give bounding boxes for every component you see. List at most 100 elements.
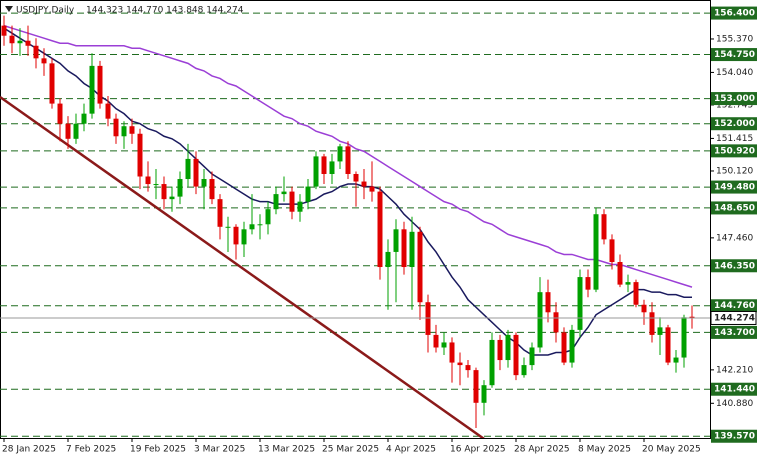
- plot-area: [0, 12, 710, 438]
- candle-body: [33, 45, 39, 59]
- x-tick-label: 13 Mar 2025: [258, 445, 315, 455]
- x-tick-label: 8 May 2025: [578, 445, 631, 455]
- candle-body: [297, 201, 303, 212]
- candle-body: [561, 332, 567, 363]
- y-tick-label: 150.120: [716, 166, 753, 176]
- candle-body: [353, 173, 359, 182]
- candle-body: [145, 176, 151, 185]
- candle-body: [465, 365, 471, 371]
- candle-body: [665, 327, 671, 363]
- moving-average: [3, 27, 692, 356]
- candle-body: [41, 58, 47, 64]
- candle-body: [401, 229, 407, 268]
- candle-body: [633, 282, 639, 305]
- candle-body: [225, 226, 231, 228]
- x-tick-label: 25 Mar 2025: [322, 445, 379, 455]
- level-label: 146.350: [714, 261, 755, 271]
- candle-body: [153, 184, 159, 186]
- candle-body: [673, 357, 679, 363]
- candle-body: [1, 25, 7, 36]
- level-label-box: [711, 299, 757, 313]
- candle-body: [601, 214, 607, 240]
- candle-body: [105, 103, 111, 119]
- plot-frame: [0, 0, 711, 439]
- candle-body: [185, 158, 191, 180]
- candle-body: [337, 146, 343, 162]
- level-label: 154.750: [714, 50, 755, 60]
- level-label-box: [711, 117, 757, 131]
- candle-body: [585, 277, 591, 290]
- candle-body: [313, 156, 319, 187]
- candle-body: [657, 327, 663, 335]
- candle-body: [249, 224, 255, 230]
- trendline: [0, 95, 485, 438]
- candle-body: [417, 231, 423, 303]
- candle-body: [569, 329, 575, 363]
- quote: 144.323 144.770 143.848 144.274: [86, 6, 244, 16]
- candle-body: [17, 40, 23, 44]
- candle-body: [441, 342, 447, 348]
- candle-body: [609, 239, 615, 262]
- candle-body: [273, 194, 279, 210]
- candle-body: [513, 334, 519, 376]
- level-label-box: [711, 144, 757, 158]
- level-label: 153.000: [714, 94, 755, 104]
- candle-body: [577, 277, 583, 330]
- candle-body: [257, 224, 263, 226]
- candle-body: [57, 103, 63, 124]
- x-tick-label: 19 Feb 2025: [130, 445, 186, 455]
- candle-body: [241, 229, 247, 245]
- candle-body: [481, 385, 487, 403]
- candle-body: [537, 292, 543, 348]
- candle-body: [281, 191, 287, 195]
- candle-body: [209, 179, 215, 200]
- candle-body: [385, 251, 391, 268]
- candle-body: [681, 317, 687, 358]
- x-tick-label: 4 Apr 2025: [386, 445, 436, 455]
- level-label: 141.440: [714, 385, 755, 395]
- candle-body: [489, 339, 495, 386]
- x-tick-label: 20 May 2025: [642, 445, 701, 455]
- candle-body: [97, 65, 103, 104]
- current-price-label: 144.274: [714, 313, 755, 323]
- candle-body: [25, 40, 31, 46]
- candle-body: [473, 370, 479, 403]
- candle-body: [217, 199, 223, 227]
- candle-body: [161, 184, 167, 200]
- candle-body: [329, 161, 335, 174]
- candle-body: [361, 181, 367, 187]
- candle-body: [121, 126, 127, 137]
- candle-body: [9, 35, 15, 44]
- candle-body: [369, 186, 375, 192]
- level-label-box: [711, 429, 757, 443]
- candle-body: [545, 292, 551, 313]
- level-label: 144.760: [714, 301, 755, 311]
- candle-body: [201, 179, 207, 187]
- y-tick-label: 142.210: [716, 365, 753, 375]
- candle-body: [377, 191, 383, 268]
- candle-body: [73, 123, 79, 139]
- candle-body: [393, 229, 399, 252]
- candle-body: [305, 186, 311, 202]
- level-label-box: [711, 259, 757, 273]
- current-price-box: [710, 310, 757, 325]
- level-label-box: [711, 201, 757, 215]
- y-tick-label: 154.040: [716, 68, 753, 78]
- candle-body: [137, 133, 143, 177]
- candle-body: [265, 209, 271, 225]
- y-tick-label: 152.745: [716, 100, 753, 110]
- candle-body: [169, 196, 175, 200]
- level-label: 150.920: [714, 146, 755, 156]
- y-tick-label: 147.460: [716, 233, 753, 243]
- x-tick-label: 3 Mar 2025: [194, 445, 245, 455]
- candle-body: [233, 226, 239, 245]
- candle-body: [641, 304, 647, 313]
- candle-body: [113, 118, 119, 137]
- candle-body: [321, 156, 327, 174]
- candle-body: [457, 362, 463, 366]
- candle-body: [649, 312, 655, 335]
- y-tick-label: 155.370: [716, 34, 753, 44]
- candle-body: [81, 113, 87, 124]
